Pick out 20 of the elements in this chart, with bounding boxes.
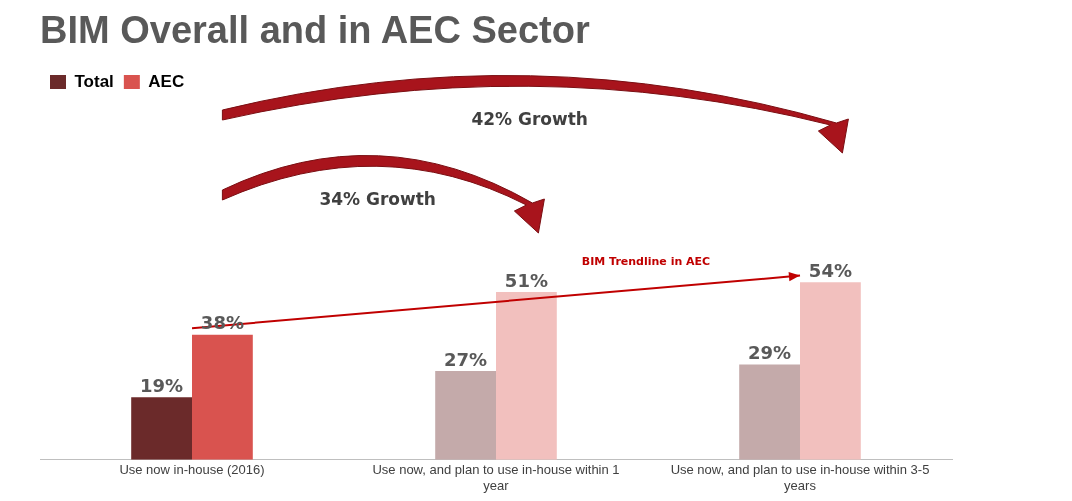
bar [131, 397, 192, 460]
bar [192, 334, 253, 460]
data-label: 19% [140, 374, 184, 396]
data-label: 27% [444, 348, 488, 370]
x-tick-label: Use now, and plan to use in-house within 1 year [372, 462, 620, 493]
data-label: 29% [748, 342, 792, 364]
bar [496, 292, 557, 460]
data-label: 51% [504, 269, 548, 291]
text: 34% Growth [319, 189, 436, 209]
x-tick-label: Use now, and plan to use in-house within 3-5 years [670, 462, 930, 493]
chart-title: BIM Overall and in AEC Sector [40, 9, 590, 52]
text: 42% Growth [471, 109, 588, 129]
series-label: BIM Trendline in AEC [581, 254, 711, 268]
bar [435, 370, 496, 460]
data-label: 54% [808, 259, 852, 281]
bar [739, 364, 800, 460]
legend-label: AEC [148, 71, 185, 91]
x-tick-label: Use now in-house (2016) [119, 462, 265, 478]
bar [800, 282, 861, 460]
legend-label: Total [74, 71, 114, 91]
